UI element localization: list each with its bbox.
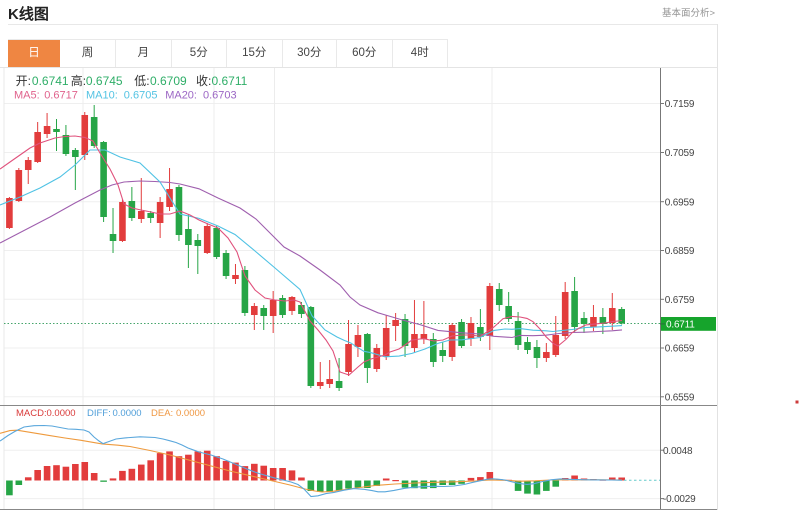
svg-text:0.6659: 0.6659 — [665, 344, 695, 355]
svg-text:0.7059: 0.7059 — [665, 148, 695, 159]
svg-text:0.0048: 0.0048 — [663, 446, 693, 457]
svg-text:0.6559: 0.6559 — [665, 392, 695, 403]
svg-text:0.6759: 0.6759 — [665, 295, 695, 306]
svg-text:0.6859: 0.6859 — [665, 246, 695, 257]
svg-text:-0.0029: -0.0029 — [663, 494, 696, 505]
svg-text:0.7159: 0.7159 — [665, 99, 695, 110]
svg-text:0.6959: 0.6959 — [665, 197, 695, 208]
svg-text:0.6711: 0.6711 — [666, 320, 695, 331]
